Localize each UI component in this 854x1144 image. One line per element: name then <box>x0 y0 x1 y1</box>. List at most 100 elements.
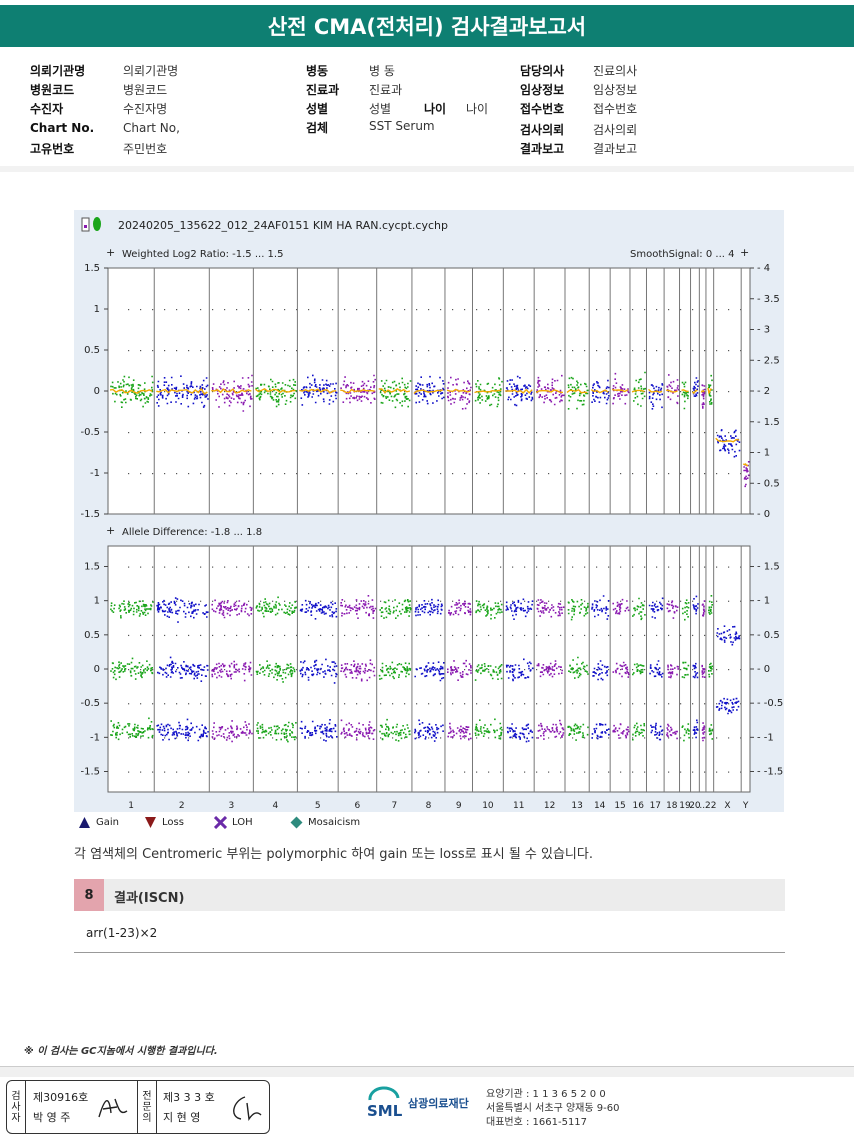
grid-dot <box>464 771 466 773</box>
y-tick-label: 0.5 <box>84 630 100 641</box>
grid-dot <box>620 432 622 434</box>
legend-label: Loss <box>162 817 184 828</box>
grid-dot <box>236 566 238 568</box>
grid-dot <box>308 737 310 739</box>
grid-dot <box>188 737 190 739</box>
grid-dot <box>188 566 190 568</box>
grid-dot <box>188 669 190 671</box>
grid-dot <box>644 432 646 434</box>
grid-dot <box>524 432 526 434</box>
grid-dot <box>416 600 418 602</box>
grid-dot <box>440 432 442 434</box>
chromosome-label: Y <box>742 801 749 811</box>
grid-dot <box>656 350 658 352</box>
grid-dot <box>128 600 130 602</box>
grid-dot <box>320 634 322 637</box>
tester-name: 박 영 주 <box>33 1111 71 1124</box>
footer-bar <box>0 1066 854 1077</box>
chromosome-label: 10 <box>482 801 494 811</box>
grid-dot <box>332 566 334 568</box>
chromosome-label: 20 <box>689 801 701 811</box>
header-value-age: 나이 <box>466 102 489 116</box>
grid-dot <box>548 566 550 568</box>
grid-dot <box>404 703 406 705</box>
grid-dot <box>200 473 202 475</box>
grid-dot <box>500 771 502 773</box>
legend-label: Mosaicism <box>308 817 361 828</box>
allele-points <box>299 599 338 742</box>
grid-dot <box>452 634 454 637</box>
log2-points <box>414 375 445 405</box>
grid-dot <box>596 737 598 739</box>
panel1-label: Weighted Log2 Ratio: -1.5 ... 1.5 <box>122 249 283 260</box>
grid-dot <box>284 432 286 434</box>
grid-dot <box>584 771 586 773</box>
grid-dot <box>416 309 418 311</box>
grid-dot <box>620 771 622 773</box>
grid-dot <box>692 350 694 352</box>
grid-dot <box>692 309 694 311</box>
grid-dot <box>428 600 430 602</box>
grid-dot <box>488 703 490 705</box>
org-phone: 대표번호 : 1661-5117 <box>486 1117 588 1128</box>
grid-dot <box>200 432 202 434</box>
grid-dot <box>716 391 718 393</box>
grid-dot <box>320 703 322 705</box>
grid-dot <box>428 432 430 434</box>
grid-dot <box>644 391 646 393</box>
y-tick-label: -1 <box>90 732 100 743</box>
grid-dot <box>584 309 586 311</box>
grid-dot <box>140 669 142 671</box>
grid-dot <box>668 350 670 352</box>
grid-dot <box>608 703 610 705</box>
smooth-signal-line <box>631 389 645 393</box>
grid-dot <box>608 737 610 739</box>
grid-dot <box>404 473 406 475</box>
grid-dot <box>620 309 622 311</box>
grid-dot <box>380 634 382 637</box>
grid-dot <box>488 771 490 773</box>
grid-dot <box>152 634 154 637</box>
grid-dot <box>596 309 598 311</box>
allele-points <box>666 600 679 740</box>
grid-dot <box>308 473 310 475</box>
grid-dot <box>176 566 178 568</box>
grid-dot <box>548 473 550 475</box>
grid-dot <box>668 309 670 311</box>
grid-dot <box>380 771 382 773</box>
grid-dot <box>548 350 550 352</box>
section-title: 결과(ISCN) <box>114 891 185 906</box>
grid-dot <box>152 432 154 434</box>
grid-dot <box>560 432 562 434</box>
grid-dot <box>212 737 214 739</box>
grid-dot <box>284 703 286 705</box>
grid-dot <box>692 566 694 568</box>
grid-dot <box>452 309 454 311</box>
grid-dot <box>200 703 202 705</box>
grid-dot <box>740 391 742 393</box>
grid-dot <box>560 669 562 671</box>
tester-license: 제30916호 <box>33 1091 89 1104</box>
grid-dot <box>356 703 358 705</box>
grid-dot <box>296 634 298 637</box>
grid-dot <box>248 350 250 352</box>
grid-dot <box>308 634 310 637</box>
grid-dot <box>452 600 454 602</box>
grid-dot <box>584 703 586 705</box>
specialist-license: 제3 3 3 호 <box>163 1091 215 1104</box>
grid-dot <box>440 703 442 705</box>
grid-dot <box>428 703 430 705</box>
grid-dot <box>272 566 274 568</box>
grid-dot <box>272 473 274 475</box>
chromosome-label: 14 <box>594 801 606 811</box>
smooth-signal-line <box>109 388 153 394</box>
grid-dot <box>428 566 430 568</box>
grid-dot <box>584 669 586 671</box>
grid-dot <box>512 771 514 773</box>
grid-dot <box>284 669 286 671</box>
grid-dot <box>584 634 586 637</box>
grid-dot <box>224 566 226 568</box>
grid-dot <box>572 391 574 393</box>
log2-points <box>612 372 630 405</box>
header-label: 의뢰기관명 <box>30 64 86 78</box>
